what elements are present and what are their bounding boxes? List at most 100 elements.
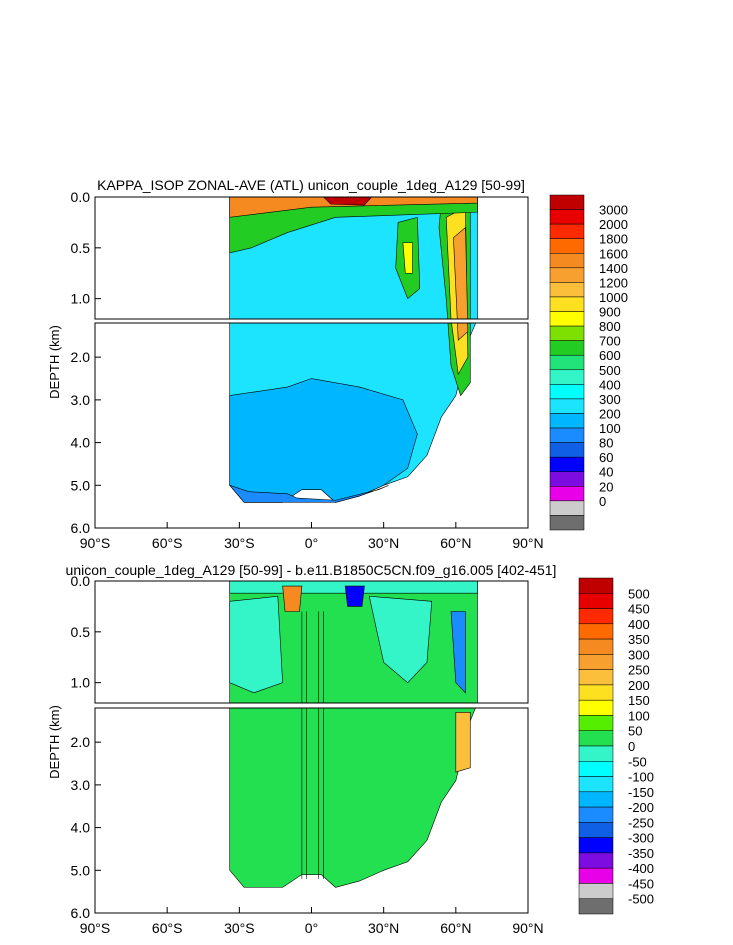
x-tick-label: 30°S [224,920,255,936]
x-tick-label: 30°S [224,535,255,551]
y-tick-label: 6.0 [71,520,91,536]
contour-fill [450,611,466,694]
colorbar-label: 450 [628,602,650,617]
contour-fill [229,595,283,694]
colorbar-label: 400 [599,377,621,392]
colorbar: 3000200018001600140012001000900800700600… [549,194,628,531]
colorbar-swatch [549,238,585,254]
colorbar-swatch [549,456,585,472]
panel-frame [94,580,529,704]
colorbar: 500450400350300250200150100500-50-100-15… [578,577,654,915]
colorbar-label: 40 [599,465,613,480]
chart-kappa-isop: KAPPA_ISOP ZONAL-AVE (ATL) unicon_couple… [47,177,628,551]
colorbar-swatch [549,340,585,356]
colorbar-swatch [578,883,614,899]
colorbar-label: 200 [599,406,621,421]
x-tick-label: 60°S [152,535,183,551]
colorbar-swatch [578,837,614,854]
x-tick-label: 0° [305,535,318,551]
y-tick-label: 3.0 [71,392,91,408]
colorbar-label: 300 [599,392,621,407]
colorbar-swatch [549,209,585,225]
x-tick-label: 90°S [80,535,111,551]
colorbar-label: 600 [599,348,621,363]
colorbar-swatch [578,654,614,670]
x-tick-label: 90°N [512,920,543,936]
colorbar-swatch [549,384,585,400]
colorbar-swatch [549,471,585,487]
colorbar-label: 900 [599,305,621,320]
colorbar-swatch [578,761,614,777]
colorbar-label: 200 [628,678,650,693]
colorbar-swatch [578,852,614,869]
colorbar-label: 2000 [599,217,628,232]
colorbar-swatch [578,776,614,793]
y-tick-label: 3.0 [71,777,91,793]
colorbar-label: 350 [628,632,650,647]
y-tick-label: 6.0 [71,905,91,921]
colorbar-label: 1200 [599,275,628,290]
colorbar-label: -450 [628,876,654,891]
colorbar-label: 100 [628,708,650,723]
colorbar-label: -150 [628,785,654,800]
y-tick-label: 0.0 [71,189,91,205]
colorbar-label: -500 [628,892,654,907]
upper-panel: 0.0 0.5 1.0 [71,189,529,320]
colorbar-label: 0 [599,494,606,509]
colorbar-swatch [549,282,585,298]
y-tick-label: 4.0 [71,435,91,451]
colorbar-swatch [578,715,614,731]
colorbar-label: 1400 [599,261,628,276]
x-tick-label: 0° [305,920,318,936]
colorbar-label: 500 [599,363,621,378]
contour-fill [402,242,413,274]
colorbar-swatch [578,791,614,808]
chart-title: KAPPA_ISOP ZONAL-AVE (ATL) unicon_couple… [97,177,525,193]
colorbar-swatch [549,354,585,371]
colorbar-label: 800 [599,319,621,334]
y-tick-label: 1.0 [71,675,91,691]
colorbar-swatch [549,325,585,341]
colorbar-label: 20 [599,479,613,494]
colorbar-swatch [549,486,585,502]
colorbar-swatch [578,867,614,884]
contour-fill [229,378,418,503]
colorbar-swatch [578,593,614,609]
colorbar-swatch [578,699,614,716]
x-tick-label: 90°N [512,535,543,551]
y-tick-label: 4.0 [71,820,91,836]
colorbar-label: -250 [628,815,654,830]
lower-panel: 2.0 3.0 4.0 5.0 6.0 [71,707,529,921]
colorbar-swatch [578,684,614,701]
x-tick-label: 30°N [368,920,399,936]
contour-fill [323,197,373,206]
colorbar-label: 400 [628,617,650,632]
x-tick-label: 60°N [440,920,471,936]
colorbar-label: 1000 [599,290,628,305]
colorbar-swatch [578,669,614,686]
colorbar-label: 60 [599,450,613,465]
x-axis-ticks: 90°S 60°S 30°S 0° 30°N 60°N 90°N [80,907,544,936]
y-tick-label: 0.5 [71,240,91,256]
colorbar-label: 3000 [599,203,628,218]
upper-panel: 0.0 0.5 1.0 [71,573,529,704]
colorbar-swatch [549,427,585,443]
colorbar-label: -400 [628,861,654,876]
colorbar-swatch [549,194,585,210]
colorbar-swatch [549,253,585,269]
colorbar-label: -300 [628,831,654,846]
x-tick-label: 30°N [368,535,399,551]
chart-title: unicon_couple_1deg_A129 [50-99] - b.e11.… [66,562,557,578]
contour-fill [229,197,478,218]
colorbar-swatch [549,515,585,531]
x-tick-label: 60°S [152,920,183,936]
y-tick-label: 1.0 [71,291,91,307]
colorbar-swatch [578,806,614,823]
colorbar-label: -350 [628,846,654,861]
colorbar-label: 500 [628,586,650,601]
colorbar-label: -200 [628,800,654,815]
y-tick-label: 5.0 [71,477,91,493]
colorbar-label: 150 [628,693,650,708]
colorbar-swatch [549,413,585,429]
